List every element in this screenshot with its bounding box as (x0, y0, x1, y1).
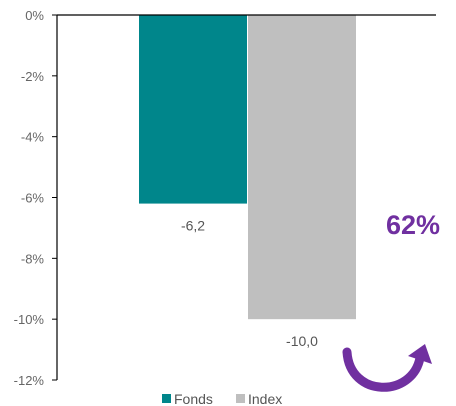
y-tick-label: 0% (25, 8, 44, 23)
y-tick-label: -10% (14, 312, 45, 327)
percentage-callout: 62% (386, 210, 440, 240)
data-label-fonds: -6,2 (181, 218, 205, 234)
legend: Fonds Index (162, 391, 282, 406)
bar-fonds (139, 15, 247, 204)
legend-label-index: Index (248, 391, 282, 406)
bar-index (248, 15, 356, 320)
legend-swatch-index (236, 394, 245, 403)
legend-swatch-fonds (162, 394, 171, 403)
y-tick-label: -6% (21, 191, 45, 206)
y-tick-label: -12% (14, 373, 45, 388)
legend-label-fonds: Fonds (174, 391, 213, 406)
data-label-index: -10,0 (286, 333, 318, 349)
y-tick-label: -2% (21, 69, 45, 84)
y-tick-label: -4% (21, 130, 45, 145)
y-tick-label: -8% (21, 251, 45, 266)
curved-arrow-icon (342, 344, 432, 392)
